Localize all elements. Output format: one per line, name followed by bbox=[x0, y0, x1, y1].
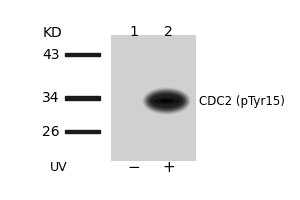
Ellipse shape bbox=[151, 94, 182, 108]
FancyBboxPatch shape bbox=[111, 35, 196, 161]
Ellipse shape bbox=[143, 88, 190, 114]
Ellipse shape bbox=[144, 89, 189, 113]
Ellipse shape bbox=[145, 90, 188, 112]
Text: +: + bbox=[163, 160, 175, 175]
Ellipse shape bbox=[146, 90, 187, 112]
Ellipse shape bbox=[149, 93, 184, 109]
Ellipse shape bbox=[153, 98, 180, 104]
FancyArrow shape bbox=[65, 96, 100, 100]
Ellipse shape bbox=[146, 91, 187, 111]
Text: UV: UV bbox=[50, 161, 67, 174]
Ellipse shape bbox=[150, 93, 184, 109]
Ellipse shape bbox=[145, 89, 188, 113]
Text: KD: KD bbox=[42, 26, 62, 40]
Ellipse shape bbox=[143, 88, 190, 114]
Text: 43: 43 bbox=[42, 48, 60, 62]
Text: 26: 26 bbox=[42, 125, 60, 139]
FancyArrow shape bbox=[65, 130, 100, 133]
Text: 2: 2 bbox=[164, 25, 173, 39]
Ellipse shape bbox=[150, 94, 183, 108]
Text: −: − bbox=[128, 160, 140, 175]
Text: 1: 1 bbox=[130, 25, 138, 39]
FancyArrow shape bbox=[65, 53, 100, 56]
Ellipse shape bbox=[160, 99, 174, 103]
Ellipse shape bbox=[148, 92, 185, 110]
Text: CDC2 (pTyr15): CDC2 (pTyr15) bbox=[199, 95, 285, 108]
Ellipse shape bbox=[147, 91, 186, 111]
Text: 34: 34 bbox=[42, 91, 60, 105]
Ellipse shape bbox=[148, 92, 185, 110]
